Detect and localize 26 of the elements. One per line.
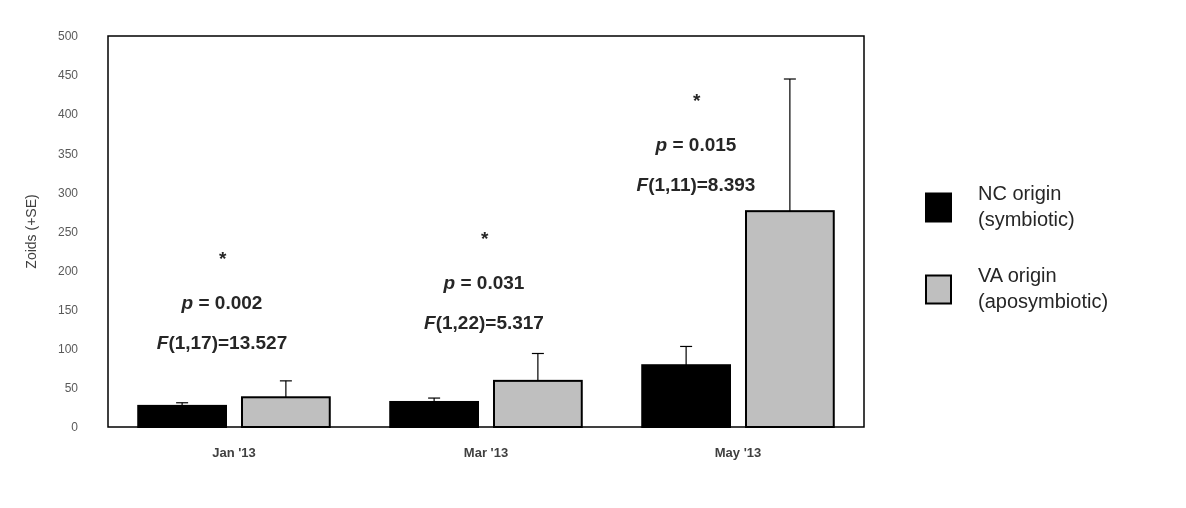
legend-label: VA origin (aposymbiotic) [978,263,1109,312]
annotation: * [218,247,228,269]
legend-label: NC origin (symbiotic) [978,181,1075,230]
y-tick-label: 250 [57,224,79,239]
y-tick-label: 150 [57,302,79,317]
annotation: p = 0.015 [654,133,737,155]
annotation: * [480,227,490,249]
y-axis-title: Zoids (+SE) [23,194,39,269]
annotation: F(1,17)=13.527 [156,331,288,353]
y-tick-label: 450 [57,68,79,83]
annotation: F(1,22)=5.317 [424,311,544,333]
annotation: p = 0.031 [442,271,525,293]
y-tick-label: 500 [57,29,79,44]
y-tick-label: 50 [64,381,79,396]
annotation: * [692,89,702,111]
y-tick-label: 100 [57,342,79,356]
x-tick-label: Mar '13 [463,445,509,460]
annotation: p = 0.002 [180,291,263,313]
y-tick-label: 200 [57,263,79,278]
annotation: F(1,11)=8.393 [636,173,756,195]
y-tick-label: 400 [57,107,79,122]
y-tick-label: 0 [71,420,79,435]
x-tick-label: May '13 [714,445,762,460]
y-tick-label: 300 [57,185,79,200]
y-tick-label: 350 [57,146,79,161]
x-tick-label: Jan '13 [212,445,256,460]
